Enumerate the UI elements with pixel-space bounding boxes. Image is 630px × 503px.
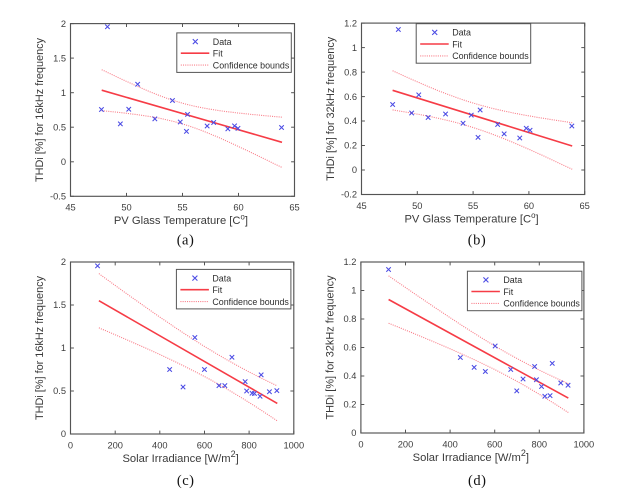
svg-text:1.2: 1.2	[343, 257, 356, 267]
svg-text:Data: Data	[212, 273, 231, 283]
svg-text:PV Glass Temperature [Co]: PV Glass Temperature [Co]	[114, 213, 248, 227]
svg-text:65: 65	[289, 203, 299, 213]
svg-text:0.4: 0.4	[344, 116, 357, 126]
svg-text:0: 0	[68, 440, 73, 450]
svg-text:1.2: 1.2	[344, 18, 357, 28]
svg-text:0.5: 0.5	[53, 122, 66, 132]
svg-text:THDi [%] for 16kHz frequency: THDi [%] for 16kHz frequency	[34, 275, 46, 420]
svg-text:0: 0	[61, 429, 66, 439]
svg-text:THDi [%] for 32kHz frequency: THDi [%] for 32kHz frequency	[324, 275, 336, 420]
svg-text:Data: Data	[213, 37, 232, 47]
svg-text:Solar Irradiance [W/m2]: Solar Irradiance [W/m2]	[413, 448, 529, 464]
svg-text:THDi [%] for 16kHz frequency: THDi [%] for 16kHz frequency	[34, 37, 46, 182]
svg-text:2: 2	[61, 257, 66, 267]
svg-text:Confidence bounds: Confidence bounds	[503, 299, 580, 309]
svg-text:600: 600	[487, 439, 503, 449]
svg-text:(b): (b)	[468, 233, 486, 249]
svg-text:Confidence bounds: Confidence bounds	[452, 51, 529, 61]
svg-text:Fit: Fit	[213, 49, 223, 59]
svg-text:1: 1	[61, 88, 66, 98]
svg-text:-0.5: -0.5	[50, 192, 66, 202]
svg-text:0.8: 0.8	[343, 314, 356, 324]
svg-text:1.5: 1.5	[53, 300, 66, 310]
svg-text:THDi [%] for 32kHz frequency: THDi [%] for 32kHz frequency	[325, 36, 337, 181]
svg-text:0.6: 0.6	[344, 92, 357, 102]
svg-text:1: 1	[61, 343, 66, 353]
svg-text:Data: Data	[503, 275, 522, 285]
svg-text:200: 200	[107, 440, 123, 450]
svg-text:PV Glass Temperature [Co]: PV Glass Temperature [Co]	[404, 211, 538, 225]
svg-text:45: 45	[356, 201, 366, 211]
svg-text:55: 55	[177, 203, 187, 213]
svg-text:0.6: 0.6	[343, 343, 356, 353]
svg-text:400: 400	[442, 439, 458, 449]
svg-text:50: 50	[412, 201, 422, 211]
svg-text:0.5: 0.5	[53, 386, 66, 396]
svg-text:1: 1	[351, 286, 356, 296]
svg-text:1000: 1000	[283, 440, 304, 450]
svg-text:200: 200	[398, 439, 414, 449]
svg-text:(c): (c)	[177, 473, 195, 489]
svg-text:0.4: 0.4	[343, 371, 356, 381]
svg-text:1.5: 1.5	[53, 53, 66, 63]
svg-text:50: 50	[121, 203, 131, 213]
svg-text:1000: 1000	[574, 439, 595, 449]
svg-text:Fit: Fit	[212, 285, 222, 295]
svg-text:0: 0	[351, 428, 356, 438]
svg-text:800: 800	[532, 439, 548, 449]
svg-text:600: 600	[197, 440, 213, 450]
svg-text:0.2: 0.2	[344, 141, 357, 151]
svg-text:800: 800	[241, 440, 257, 450]
svg-text:0.8: 0.8	[344, 67, 357, 77]
svg-text:400: 400	[152, 440, 168, 450]
svg-text:0: 0	[358, 439, 363, 449]
svg-text:Data: Data	[452, 28, 471, 38]
svg-text:Confidence bounds: Confidence bounds	[212, 297, 289, 307]
svg-text:55: 55	[468, 201, 478, 211]
svg-text:60: 60	[524, 201, 534, 211]
svg-text:2: 2	[61, 19, 66, 29]
svg-text:(a): (a)	[177, 233, 195, 249]
svg-text:-0.2: -0.2	[341, 190, 357, 200]
svg-text:0: 0	[61, 157, 66, 167]
svg-text:Confidence bounds: Confidence bounds	[213, 60, 290, 70]
svg-text:Fit: Fit	[503, 287, 513, 297]
svg-text:65: 65	[580, 201, 590, 211]
svg-text:Solar Irradiance [W/m2]: Solar Irradiance [W/m2]	[122, 449, 238, 465]
svg-text:1: 1	[352, 43, 357, 53]
svg-text:45: 45	[65, 203, 75, 213]
svg-text:(d): (d)	[468, 473, 486, 489]
svg-text:0.2: 0.2	[343, 400, 356, 410]
svg-text:0: 0	[352, 165, 357, 175]
svg-text:60: 60	[233, 203, 243, 213]
svg-text:Fit: Fit	[452, 39, 462, 49]
